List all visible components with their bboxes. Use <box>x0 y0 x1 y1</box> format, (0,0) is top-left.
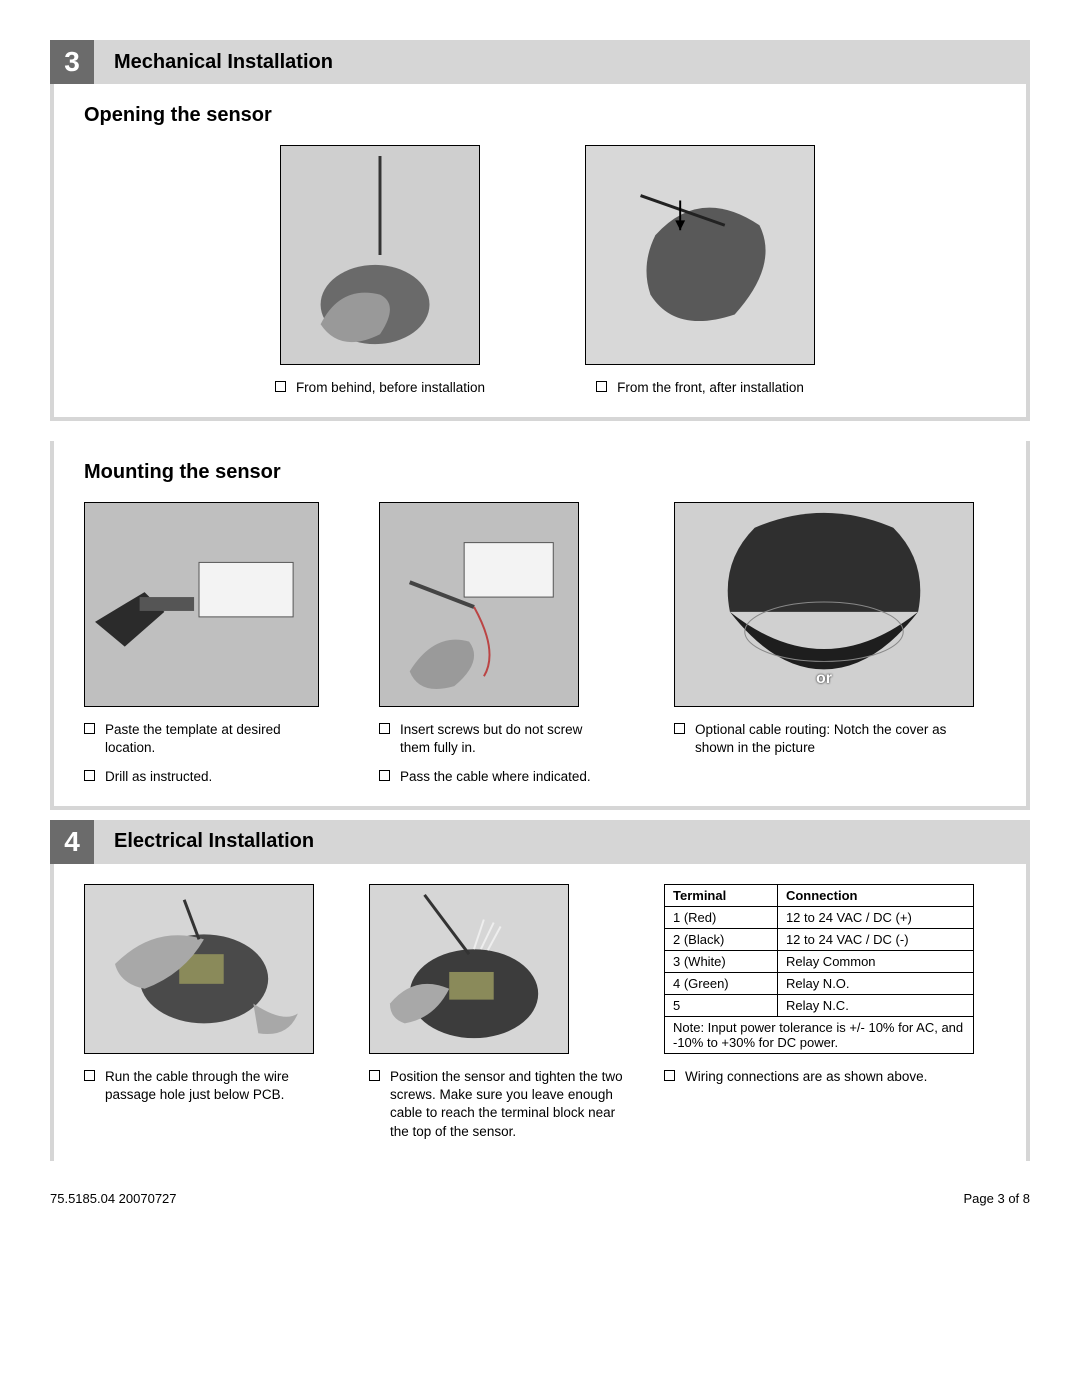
checkbox-icon <box>674 723 685 734</box>
mounting-captions-1: Paste the template at desired location. … <box>84 721 319 786</box>
opening-heading: Opening the sensor <box>84 104 996 127</box>
section3-title: Mechanical Installation <box>94 51 333 74</box>
table-row: 1 (Red)12 to 24 VAC / DC (+) <box>665 906 974 928</box>
cell-terminal: 1 (Red) <box>665 906 778 928</box>
opening-caption-right: From the front, after installation <box>596 379 804 397</box>
section4-header: 4 Electrical Installation <box>50 820 1030 864</box>
table-row: 3 (White)Relay Common <box>665 950 974 972</box>
caption-text: Drill as instructed. <box>105 768 212 786</box>
cell-connection: 12 to 24 VAC / DC (+) <box>777 906 973 928</box>
electrical-fig-1: Run the cable through the wire passage h… <box>84 884 334 1141</box>
mounting-image-2 <box>379 502 579 707</box>
table-note: Note: Input power tolerance is +/- 10% f… <box>665 1016 974 1053</box>
opening-fig-right: From the front, after installation <box>570 145 830 397</box>
opening-image-left <box>280 145 480 365</box>
mounting-heading: Mounting the sensor <box>84 461 996 484</box>
electrical-fig-3: Terminal Connection 1 (Red)12 to 24 VAC … <box>664 884 994 1141</box>
mounting-fig-2: Insert screws but do not screw them full… <box>379 502 634 786</box>
opening-fig-left: From behind, before installation <box>250 145 510 397</box>
mounting-captions-3: Optional cable routing: Notch the cover … <box>674 721 954 757</box>
cell-terminal: 2 (Black) <box>665 928 778 950</box>
or-label: or <box>816 670 832 688</box>
mounting-figures: Paste the template at desired location. … <box>84 502 996 786</box>
electrical-figures: Run the cable through the wire passage h… <box>84 884 996 1141</box>
mounting-fig-1: Paste the template at desired location. … <box>84 502 339 786</box>
cell-terminal: 3 (White) <box>665 950 778 972</box>
mounting-block: Mounting the sensor Paste the template a… <box>50 441 1030 810</box>
checkbox-icon <box>379 770 390 781</box>
checkbox-icon <box>596 381 607 392</box>
checkbox-icon <box>379 723 390 734</box>
mounting-fig-3: or Optional cable routing: Notch the cov… <box>674 502 974 786</box>
checkbox-icon <box>84 770 95 781</box>
table-row: 2 (Black)12 to 24 VAC / DC (-) <box>665 928 974 950</box>
section3-header: 3 Mechanical Installation <box>50 40 1030 84</box>
mounting-captions-2: Insert screws but do not screw them full… <box>379 721 614 786</box>
page-footer: 75.5185.04 20070727 Page 3 of 8 <box>50 1191 1030 1206</box>
opening-image-right <box>585 145 815 365</box>
table-row: 4 (Green)Relay N.O. <box>665 972 974 994</box>
electrical-image-1 <box>84 884 314 1054</box>
table-note-row: Note: Input power tolerance is +/- 10% f… <box>665 1016 974 1053</box>
opening-figures: From behind, before installation From th… <box>84 145 996 397</box>
electrical-captions-2: Position the sensor and tighten the two … <box>369 1068 629 1141</box>
cell-connection: 12 to 24 VAC / DC (-) <box>777 928 973 950</box>
footer-right: Page 3 of 8 <box>964 1191 1031 1206</box>
section4-number: 4 <box>50 820 94 864</box>
mounting-image-1 <box>84 502 319 707</box>
caption-text: From the front, after installation <box>617 379 804 397</box>
electrical-fig-2: Position the sensor and tighten the two … <box>369 884 629 1141</box>
electrical-block: Run the cable through the wire passage h… <box>50 864 1030 1161</box>
electrical-captions-3: Wiring connections are as shown above. <box>664 1068 927 1086</box>
cell-terminal: 4 (Green) <box>665 972 778 994</box>
cell-connection: Relay N.C. <box>777 994 973 1016</box>
footer-left: 75.5185.04 20070727 <box>50 1191 177 1206</box>
checkbox-icon <box>84 1070 95 1081</box>
caption-text: Pass the cable where indicated. <box>400 768 591 786</box>
electrical-image-2 <box>369 884 569 1054</box>
electrical-captions-1: Run the cable through the wire passage h… <box>84 1068 324 1104</box>
caption-text: Position the sensor and tighten the two … <box>390 1068 629 1141</box>
th-connection: Connection <box>777 884 973 906</box>
opening-caption-left: From behind, before installation <box>275 379 485 397</box>
cell-connection: Relay N.O. <box>777 972 973 994</box>
cell-terminal: 5 <box>665 994 778 1016</box>
section4-title: Electrical Installation <box>94 830 314 853</box>
caption-text: Optional cable routing: Notch the cover … <box>695 721 954 757</box>
cell-connection: Relay Common <box>777 950 973 972</box>
caption-text: Paste the template at desired location. <box>105 721 319 757</box>
caption-text: From behind, before installation <box>296 379 485 397</box>
th-terminal: Terminal <box>665 884 778 906</box>
mounting-image-3: or <box>674 502 974 707</box>
caption-text: Insert screws but do not screw them full… <box>400 721 614 757</box>
section3-number: 3 <box>50 40 94 84</box>
checkbox-icon <box>84 723 95 734</box>
checkbox-icon <box>664 1070 675 1081</box>
caption-text: Run the cable through the wire passage h… <box>105 1068 324 1104</box>
checkbox-icon <box>275 381 286 392</box>
checkbox-icon <box>369 1070 380 1081</box>
opening-block: Opening the sensor From behind, before i… <box>50 84 1030 421</box>
terminal-table: Terminal Connection 1 (Red)12 to 24 VAC … <box>664 884 974 1054</box>
caption-text: Wiring connections are as shown above. <box>685 1068 927 1086</box>
table-row: 5Relay N.C. <box>665 994 974 1016</box>
